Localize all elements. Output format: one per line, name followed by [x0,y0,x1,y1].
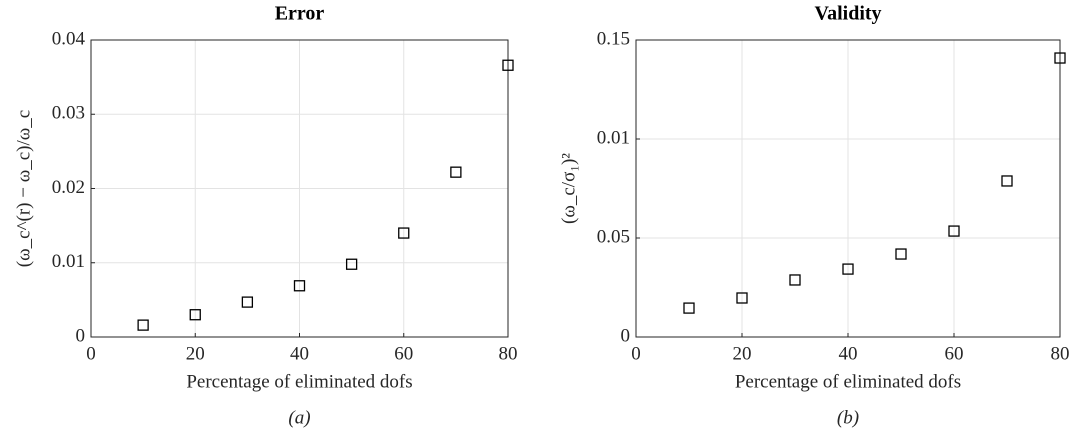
x-tick-label: 0 [631,343,641,364]
x-tick-label: 40 [290,343,309,364]
y-tick-label: 0.01 [597,127,630,148]
chart-title: Validity [814,3,881,25]
y-tick-label: 0.15 [597,28,630,49]
y-axis-label: (ω_c/σ₁)² [558,153,579,224]
caption: (a) [288,407,310,428]
marker [450,166,462,178]
marker [948,225,960,237]
caption: (b) [837,407,859,428]
marker [137,319,149,331]
x-tick-label: 40 [839,343,858,364]
x-tick-label: 80 [499,343,518,364]
x-tick-label: 20 [186,343,205,364]
y-tick-label: 0.01 [52,251,85,272]
x-tick-label: 80 [1051,343,1070,364]
marker [789,274,801,286]
marker [1001,175,1013,187]
y-tick-label: 0.03 [52,103,85,124]
marker [842,263,854,275]
marker [189,309,201,321]
marker [241,296,254,308]
x-tick-label: 0 [86,343,96,364]
plot-frame [90,39,509,338]
marker [502,59,514,71]
x-tick-label: 20 [733,343,752,364]
chart-title: Error [275,3,325,25]
x-tick-label: 60 [945,343,964,364]
y-tick-label: 0.02 [52,177,85,198]
marker [683,302,695,314]
y-tick-label: 0 [76,325,86,346]
marker [736,292,748,304]
marker [895,248,907,260]
marker [398,227,410,239]
y-tick-label: 0.04 [52,28,86,49]
x-axis-label: Percentage of eliminated dofs [186,371,412,392]
y-tick-label: 0.05 [597,226,630,247]
marker [345,258,358,270]
marker [293,280,306,292]
marker [1054,52,1066,64]
plot-frame [635,39,1061,338]
y-axis-label: (ω_c^(r) − ω_c)/ω_c [13,110,34,267]
x-axis-label: Percentage of eliminated dofs [735,371,961,392]
x-tick-label: 60 [394,343,413,364]
y-tick-label: 0 [621,325,631,346]
